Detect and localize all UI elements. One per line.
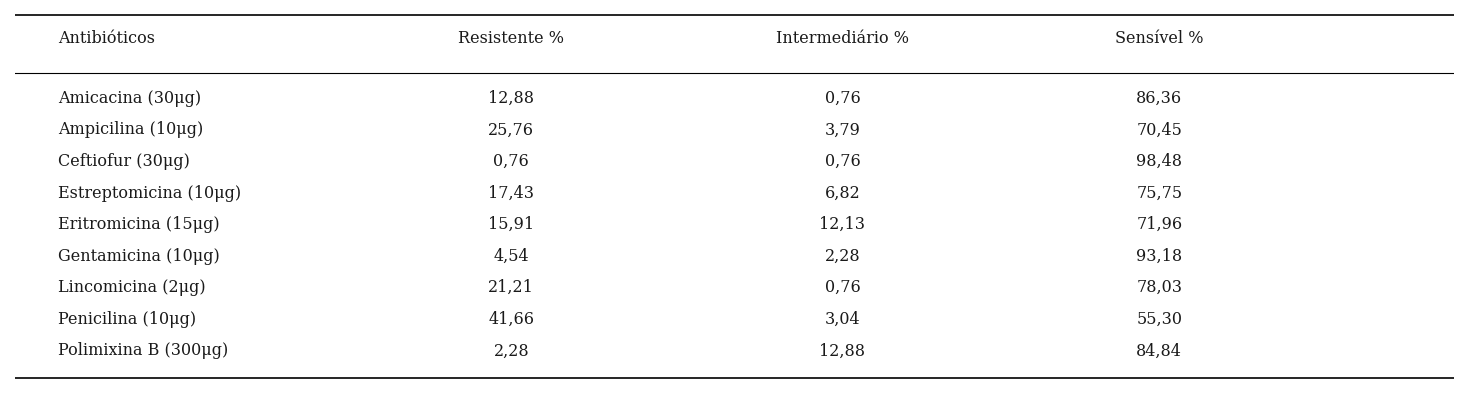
Text: 0,76: 0,76: [824, 90, 861, 107]
Text: 41,66: 41,66: [488, 311, 535, 328]
Text: Sensível %: Sensível %: [1115, 30, 1203, 47]
Text: Ceftiofur (30μg): Ceftiofur (30μg): [57, 153, 190, 170]
Text: 93,18: 93,18: [1136, 248, 1183, 265]
Text: Penicilina (10μg): Penicilina (10μg): [57, 311, 195, 328]
Text: 78,03: 78,03: [1136, 279, 1183, 296]
Text: Antibióticos: Antibióticos: [57, 30, 154, 47]
Text: Resistente %: Resistente %: [458, 30, 564, 47]
Text: 3,04: 3,04: [824, 311, 861, 328]
Text: 17,43: 17,43: [488, 185, 535, 202]
Text: 25,76: 25,76: [488, 121, 535, 138]
Text: Intermediário %: Intermediário %: [776, 30, 909, 47]
Text: 12,13: 12,13: [820, 216, 865, 233]
Text: 86,36: 86,36: [1136, 90, 1183, 107]
Text: 6,82: 6,82: [824, 185, 861, 202]
Text: 21,21: 21,21: [488, 279, 535, 296]
Text: Eritromicina (15μg): Eritromicina (15μg): [57, 216, 219, 233]
Text: 0,76: 0,76: [824, 279, 861, 296]
Text: 2,28: 2,28: [494, 342, 529, 360]
Text: Amicacina (30μg): Amicacina (30μg): [57, 90, 201, 107]
Text: 2,28: 2,28: [824, 248, 861, 265]
Text: 12,88: 12,88: [820, 342, 865, 360]
Text: 71,96: 71,96: [1136, 216, 1183, 233]
Text: 0,76: 0,76: [494, 153, 529, 170]
Text: 4,54: 4,54: [494, 248, 529, 265]
Text: Ampicilina (10μg): Ampicilina (10μg): [57, 121, 203, 138]
Text: 84,84: 84,84: [1136, 342, 1183, 360]
Text: Polimixina B (300μg): Polimixina B (300μg): [57, 342, 228, 360]
Text: Estreptomicina (10μg): Estreptomicina (10μg): [57, 185, 241, 202]
Text: 0,76: 0,76: [824, 153, 861, 170]
Text: 98,48: 98,48: [1136, 153, 1183, 170]
Text: 15,91: 15,91: [488, 216, 535, 233]
Text: Gentamicina (10μg): Gentamicina (10μg): [57, 248, 220, 265]
Text: Lincomicina (2μg): Lincomicina (2μg): [57, 279, 206, 296]
Text: 12,88: 12,88: [488, 90, 535, 107]
Text: 75,75: 75,75: [1136, 185, 1183, 202]
Text: 3,79: 3,79: [824, 121, 861, 138]
Text: 55,30: 55,30: [1136, 311, 1183, 328]
Text: 70,45: 70,45: [1136, 121, 1183, 138]
